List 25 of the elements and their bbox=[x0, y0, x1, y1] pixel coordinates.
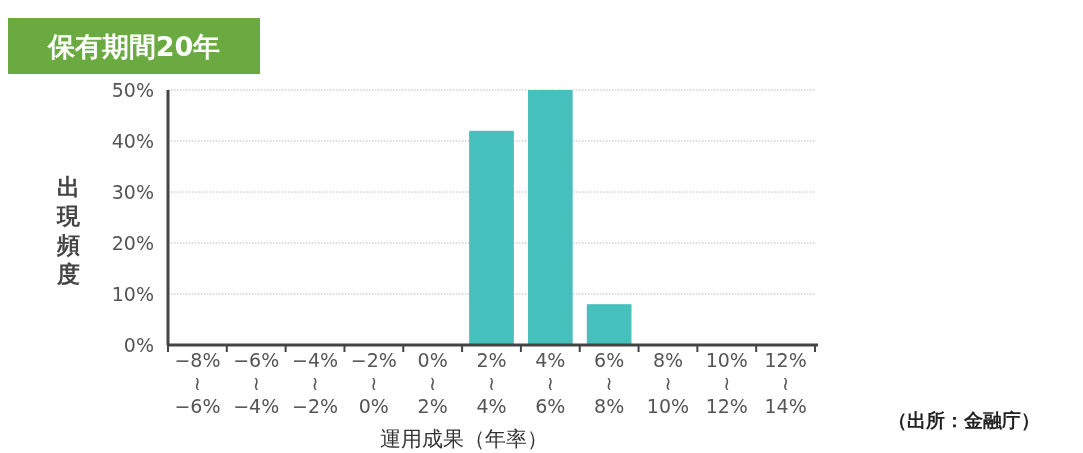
x-tick-label: −2% ≀ 0% bbox=[350, 349, 397, 417]
y-axis-title: 出現頻度 bbox=[55, 174, 81, 287]
x-tick-label: −8% ≀ −6% bbox=[174, 349, 221, 417]
y-tick-label: 40% bbox=[111, 130, 154, 152]
x-tick-label: 6% ≀ 8% bbox=[594, 349, 625, 417]
title: 保有期間20年 bbox=[8, 18, 260, 74]
x-tick-label: 12% ≀ 14% bbox=[764, 349, 807, 417]
y-tick-label: 50% bbox=[111, 79, 154, 101]
y-tick-label: 10% bbox=[111, 283, 154, 305]
y-tick-label: 30% bbox=[111, 181, 154, 203]
bar bbox=[469, 130, 514, 345]
y-tick-label: 20% bbox=[111, 232, 154, 254]
chart-title: 保有期間20年 bbox=[46, 31, 221, 62]
y-tick-label: 0% bbox=[123, 334, 154, 356]
bar bbox=[586, 304, 632, 345]
x-tick-label: 4% ≀ 6% bbox=[535, 349, 566, 417]
x-tick-label: 10% ≀ 12% bbox=[705, 349, 748, 417]
x-tick-label: 0% ≀ 2% bbox=[417, 349, 448, 417]
x-tick-label: 8% ≀ 10% bbox=[646, 349, 690, 417]
x-tick-label: 2% ≀ 4% bbox=[476, 349, 507, 417]
x-tick-label: −6% ≀ −4% bbox=[233, 349, 280, 417]
x-axis-title: 運用成果（年率） bbox=[379, 427, 548, 451]
text: （出所：金融庁） bbox=[888, 409, 1040, 431]
x-tick-label: −4% ≀ −2% bbox=[292, 349, 339, 417]
bar bbox=[527, 90, 573, 345]
